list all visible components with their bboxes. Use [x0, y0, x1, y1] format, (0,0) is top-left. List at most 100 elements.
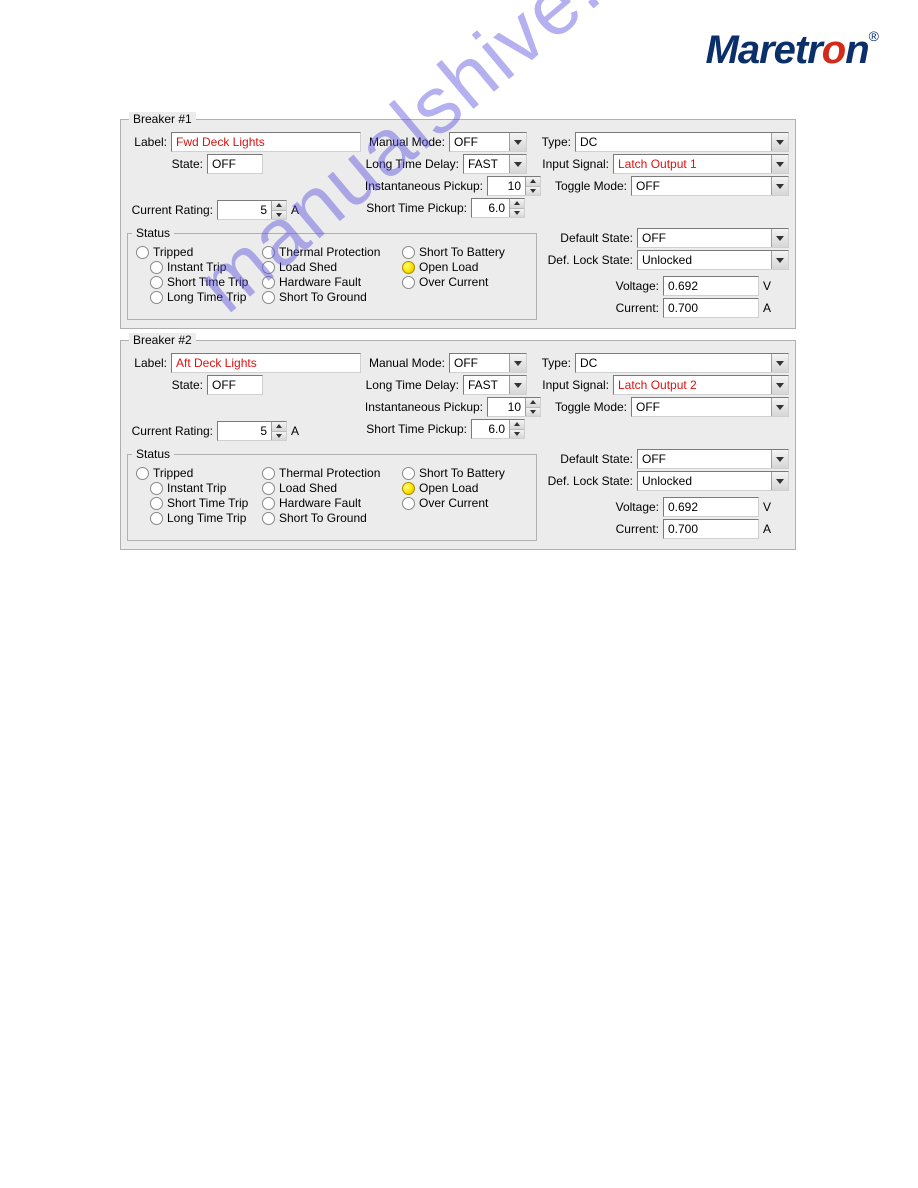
- status-short_to_ground-radio[interactable]: Short To Ground: [262, 290, 402, 304]
- input-signal-combo[interactable]: Latch Output 1: [613, 154, 789, 174]
- status-tripped-radio[interactable]: Tripped: [132, 466, 262, 480]
- spinner-up-icon[interactable]: [510, 420, 524, 430]
- breaker-1-title: Breaker #1: [129, 112, 196, 126]
- status-short_to_battery-radio[interactable]: Short To Battery: [402, 245, 532, 259]
- manual-mode-combo[interactable]: OFF: [449, 353, 527, 373]
- toggle-mode-label: Toggle Mode:: [541, 400, 631, 414]
- unit-amps: A: [759, 301, 771, 315]
- spinner-up-icon[interactable]: [526, 177, 540, 187]
- chevron-down-icon[interactable]: [771, 155, 788, 173]
- chevron-down-icon[interactable]: [771, 251, 788, 269]
- radio-icon: [262, 276, 275, 289]
- chevron-down-icon[interactable]: [509, 133, 526, 151]
- spinner-up-icon[interactable]: [272, 201, 286, 211]
- status-short_time_trip-radio[interactable]: Short Time Trip: [132, 275, 262, 289]
- unit-amps: A: [287, 424, 299, 438]
- spinner-down-icon[interactable]: [272, 432, 286, 441]
- long-time-delay-label: Long Time Delay:: [361, 157, 463, 171]
- spinner-up-icon[interactable]: [272, 422, 286, 432]
- def-lock-state-combo[interactable]: Unlocked: [637, 471, 789, 491]
- radio-icon: [262, 512, 275, 525]
- default-state-combo[interactable]: OFF: [637, 228, 789, 248]
- status-legend: Status: [132, 226, 174, 240]
- long-time-delay-combo[interactable]: FAST: [463, 154, 527, 174]
- toggle-mode-combo[interactable]: OFF: [631, 176, 789, 196]
- status-long_time_trip-radio[interactable]: Long Time Trip: [132, 290, 262, 304]
- input-signal-combo[interactable]: Latch Output 2: [613, 375, 789, 395]
- radio-icon: [150, 261, 163, 274]
- status-over_current-radio[interactable]: Over Current: [402, 275, 532, 289]
- status-load_shed-radio[interactable]: Load Shed: [262, 260, 402, 274]
- radio-icon: [402, 467, 415, 480]
- status-open_load-radio[interactable]: Open Load: [402, 260, 532, 274]
- def-lock-state-combo[interactable]: Unlocked: [637, 250, 789, 270]
- def-lock-state-label: Def. Lock State:: [543, 253, 637, 267]
- status-hardware_fault-label: Hardware Fault: [279, 496, 361, 510]
- breakers-panel: Breaker #1 Label: Fwd Deck Lights State:…: [120, 112, 796, 554]
- default-state-combo[interactable]: OFF: [637, 449, 789, 469]
- label-input[interactable]: Aft Deck Lights: [171, 353, 361, 373]
- state-value: OFF: [207, 375, 263, 395]
- input-signal-value: Latch Output 1: [614, 155, 771, 173]
- status-short_time_trip-radio[interactable]: Short Time Trip: [132, 496, 262, 510]
- brand-pre: Maretr: [706, 28, 822, 72]
- toggle-mode-combo[interactable]: OFF: [631, 397, 789, 417]
- status-tripped-radio[interactable]: Tripped: [132, 245, 262, 259]
- chevron-down-icon[interactable]: [509, 376, 526, 394]
- chevron-down-icon[interactable]: [509, 155, 526, 173]
- status-instant_trip-radio[interactable]: Instant Trip: [132, 260, 262, 274]
- radio-icon: [262, 467, 275, 480]
- status-tripped-label: Tripped: [153, 245, 193, 259]
- status-open_load-radio[interactable]: Open Load: [402, 481, 532, 495]
- spinner-down-icon[interactable]: [510, 209, 524, 218]
- type-combo[interactable]: DC: [575, 353, 789, 373]
- instantaneous-pickup-spinner[interactable]: 10: [487, 397, 541, 417]
- voltage-label: Voltage:: [543, 500, 663, 514]
- chevron-down-icon[interactable]: [771, 177, 788, 195]
- radio-icon: [402, 497, 415, 510]
- chevron-down-icon[interactable]: [771, 472, 788, 490]
- chevron-down-icon[interactable]: [771, 354, 788, 372]
- short-time-pickup-spinner[interactable]: 6.0: [471, 198, 525, 218]
- status-instant_trip-radio[interactable]: Instant Trip: [132, 481, 262, 495]
- spinner-down-icon[interactable]: [510, 430, 524, 439]
- radio-icon: [402, 482, 415, 495]
- label-input[interactable]: Fwd Deck Lights: [171, 132, 361, 152]
- current-rating-spinner[interactable]: 5: [217, 200, 287, 220]
- status-thermal_protection-radio[interactable]: Thermal Protection: [262, 466, 402, 480]
- status-hardware_fault-radio[interactable]: Hardware Fault: [262, 275, 402, 289]
- current-rating-label: Current Rating:: [127, 424, 217, 438]
- status-short_to_battery-radio[interactable]: Short To Battery: [402, 466, 532, 480]
- status-hardware_fault-radio[interactable]: Hardware Fault: [262, 496, 402, 510]
- spinner-down-icon[interactable]: [526, 408, 540, 417]
- status-load_shed-radio[interactable]: Load Shed: [262, 481, 402, 495]
- spinner-down-icon[interactable]: [526, 187, 540, 196]
- long-time-delay-combo[interactable]: FAST: [463, 375, 527, 395]
- manual-mode-combo[interactable]: OFF: [449, 132, 527, 152]
- instantaneous-pickup-spinner[interactable]: 10: [487, 176, 541, 196]
- status-over_current-radio[interactable]: Over Current: [402, 496, 532, 510]
- status-long_time_trip-radio[interactable]: Long Time Trip: [132, 511, 262, 525]
- default-state-value: OFF: [638, 450, 771, 468]
- chevron-down-icon[interactable]: [771, 450, 788, 468]
- spinner-down-icon[interactable]: [272, 211, 286, 220]
- status-tripped-label: Tripped: [153, 466, 193, 480]
- chevron-down-icon[interactable]: [509, 354, 526, 372]
- manual-mode-label: Manual Mode:: [361, 135, 449, 149]
- chevron-down-icon[interactable]: [771, 376, 788, 394]
- chevron-down-icon[interactable]: [771, 229, 788, 247]
- instantaneous-pickup-label: Instantaneous Pickup:: [361, 179, 487, 193]
- current-rating-spinner[interactable]: 5: [217, 421, 287, 441]
- spinner-up-icon[interactable]: [510, 199, 524, 209]
- short-time-pickup-spinner[interactable]: 6.0: [471, 419, 525, 439]
- spinner-up-icon[interactable]: [526, 398, 540, 408]
- chevron-down-icon[interactable]: [771, 133, 788, 151]
- default-state-label: Default State:: [543, 452, 637, 466]
- radio-icon: [150, 276, 163, 289]
- breaker-2-group: Breaker #2 Label: Aft Deck Lights State:…: [120, 333, 796, 550]
- status-short_time_trip-label: Short Time Trip: [167, 275, 248, 289]
- type-combo[interactable]: DC: [575, 132, 789, 152]
- status-thermal_protection-radio[interactable]: Thermal Protection: [262, 245, 402, 259]
- chevron-down-icon[interactable]: [771, 398, 788, 416]
- status-short_to_ground-radio[interactable]: Short To Ground: [262, 511, 402, 525]
